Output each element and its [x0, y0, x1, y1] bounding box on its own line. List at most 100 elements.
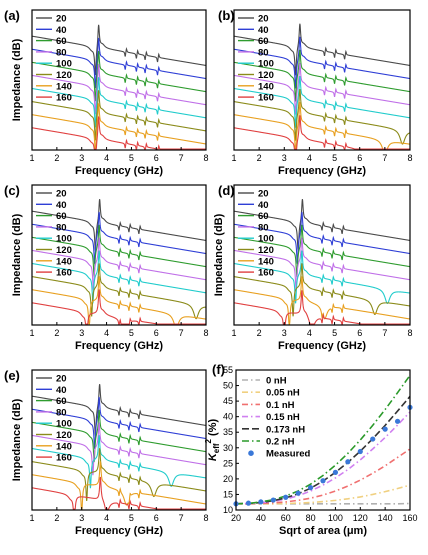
- y-label-sub: eff: [212, 443, 221, 453]
- series-line-160: [32, 116, 206, 149]
- x-tick-label: 60: [281, 513, 291, 523]
- x-tick-label: 3: [282, 153, 287, 163]
- x-tick-label: 6: [154, 328, 159, 338]
- legend-label-40: 40: [258, 25, 269, 36]
- measured-point: [271, 497, 276, 502]
- panel-label: (e): [4, 368, 20, 383]
- y-axis-label: Impedance (dB): [11, 38, 23, 121]
- x-axis-label: Frequency (GHz): [75, 525, 163, 537]
- legend-swatch-measured: [248, 450, 254, 456]
- x-tick-label: 4: [104, 153, 109, 163]
- legend-label-80: 80: [56, 47, 67, 58]
- measured-point: [296, 491, 301, 496]
- x-axis-label: Frequency (GHz): [75, 340, 163, 352]
- x-tick-label: 2: [54, 328, 59, 338]
- legend-label-20: 20: [56, 189, 67, 200]
- legend-label-0-nH: 0 nH: [266, 376, 287, 387]
- legend-label-140: 140: [56, 441, 72, 452]
- x-axis-label: Frequency (GHz): [278, 340, 366, 352]
- y-label-unit: (%): [207, 418, 219, 439]
- panel-label: (c): [4, 183, 20, 198]
- x-tick-label: 6: [154, 513, 159, 523]
- legend-label-80: 80: [258, 222, 269, 233]
- series-line-140: [32, 461, 206, 509]
- x-tick-label: 40: [256, 513, 266, 523]
- x-tick-label: 5: [129, 153, 134, 163]
- series-line-140: [32, 276, 206, 324]
- legend-label-0.15-nH: 0.15 nH: [266, 412, 300, 423]
- x-tick-label: 8: [203, 513, 208, 523]
- legend-label-160: 160: [56, 453, 72, 464]
- x-tick-label: 100: [328, 513, 343, 523]
- x-tick-label: 7: [382, 153, 387, 163]
- x-tick-label: 5: [332, 328, 337, 338]
- legend-label-0.173-nH: 0.173 nH: [266, 424, 305, 435]
- legend-label-20: 20: [56, 14, 67, 25]
- legend-label-160: 160: [56, 268, 72, 279]
- legend-label-80: 80: [56, 407, 67, 418]
- legend-label-160: 160: [258, 93, 274, 104]
- y-tick-label: 40: [223, 412, 233, 422]
- legend-label-40: 40: [56, 385, 67, 396]
- legend: 0 nH0.05 nH0.1 nH0.15 nH0.173 nH0.2 nHMe…: [242, 376, 311, 460]
- y-axis-label: Impedance (dB): [213, 213, 225, 296]
- measured-point: [358, 449, 363, 454]
- legend-label-40: 40: [56, 25, 67, 36]
- legend-label-120: 120: [56, 70, 72, 81]
- y-tick-label: 50: [223, 381, 233, 391]
- legend-label-20: 20: [258, 14, 269, 25]
- y-axis-label: Keff2 (%): [204, 418, 221, 461]
- y-tick-label: 35: [223, 427, 233, 437]
- x-tick-label: 6: [357, 153, 362, 163]
- legend-label-80: 80: [258, 47, 269, 58]
- legend-label-20: 20: [56, 374, 67, 385]
- y-tick-label: 15: [223, 489, 233, 499]
- x-tick-label: 4: [104, 513, 109, 523]
- x-tick-label: 140: [378, 513, 393, 523]
- legend-label-100: 100: [56, 419, 72, 430]
- legend-label-100: 100: [56, 234, 72, 245]
- x-tick-label: 8: [203, 153, 208, 163]
- y-tick-label: 25: [223, 458, 233, 468]
- legend-label-20: 20: [258, 189, 269, 200]
- series-line-160: [234, 115, 410, 149]
- measured-point: [395, 419, 400, 424]
- x-tick-label: 4: [307, 328, 312, 338]
- legend-label-60: 60: [258, 36, 269, 47]
- x-tick-label: 7: [179, 513, 184, 523]
- legend-label-160: 160: [56, 93, 72, 104]
- measured-point: [258, 499, 263, 504]
- panel-label: (d): [218, 183, 235, 198]
- legend-label-120: 120: [258, 245, 274, 256]
- x-axis-label: Frequency (GHz): [75, 165, 163, 177]
- x-axis-label: Sqrt of area (μm): [279, 525, 367, 537]
- measured-point: [383, 427, 388, 432]
- y-axis-label: Impedance (dB): [11, 398, 23, 481]
- legend-label-100: 100: [258, 59, 274, 70]
- x-tick-label: 2: [257, 328, 262, 338]
- x-tick-label: 6: [154, 153, 159, 163]
- x-tick-label: 1: [231, 328, 236, 338]
- legend-label-40: 40: [56, 200, 67, 211]
- legend-label-120: 120: [258, 70, 274, 81]
- legend-label-140: 140: [258, 81, 274, 92]
- measured-point: [333, 470, 338, 475]
- legend-label-60: 60: [258, 211, 269, 222]
- x-tick-label: 8: [407, 153, 412, 163]
- y-axis-label: Impedance (dB): [11, 213, 23, 296]
- legend-label-140: 140: [258, 256, 274, 267]
- x-tick-label: 3: [79, 513, 84, 523]
- legend-label-100: 100: [258, 234, 274, 245]
- legend-label-0.2-nH: 0.2 nH: [266, 437, 295, 448]
- legend-label-60: 60: [56, 211, 67, 222]
- legend-label-140: 140: [56, 81, 72, 92]
- y-tick-label: 30: [223, 443, 233, 453]
- x-tick-label: 160: [402, 513, 417, 523]
- x-tick-label: 8: [407, 328, 412, 338]
- x-tick-label: 4: [307, 153, 312, 163]
- y-tick-label: 20: [223, 474, 233, 484]
